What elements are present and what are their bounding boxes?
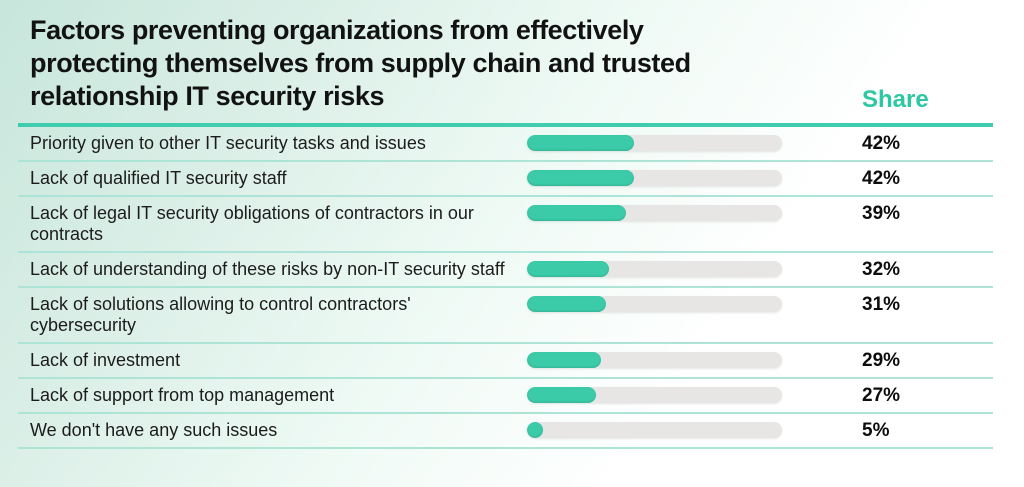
bar-track	[527, 170, 782, 186]
row-value: 32%	[862, 259, 901, 280]
bar-fill	[527, 296, 607, 312]
row-label: We don't have any such issues	[30, 420, 278, 440]
row-label: Lack of support from top management	[30, 385, 335, 405]
row-value: 42%	[862, 168, 901, 189]
bar-fill	[527, 261, 609, 277]
row-value: 5%	[862, 420, 890, 441]
table-row: Lack of understanding of these risks by …	[18, 253, 993, 288]
row-value: 31%	[862, 294, 901, 315]
bar-fill	[527, 135, 635, 151]
bar-track	[527, 352, 782, 368]
bar-cell	[527, 133, 862, 154]
row-label: Priority given to other IT security task…	[30, 133, 426, 153]
chart-header: Factors preventing organizations from ef…	[18, 0, 993, 127]
bar-cell	[527, 168, 862, 189]
bar-track	[527, 205, 782, 221]
row-label: Lack of qualified IT security staff	[30, 168, 287, 188]
bar-cell	[527, 294, 862, 336]
row-label: Lack of solutions allowing to control co…	[30, 294, 411, 335]
row-value: 39%	[862, 203, 901, 224]
bar-track	[527, 261, 782, 277]
share-column-header: Share	[862, 86, 929, 113]
row-label: Lack of legal IT security obligations of…	[30, 203, 474, 244]
table-row: We don't have any such issues 5%	[18, 414, 993, 449]
table-row: Lack of solutions allowing to control co…	[18, 288, 993, 344]
bar-track	[527, 387, 782, 403]
bar-cell	[527, 385, 862, 406]
chart-title: Factors preventing organizations from ef…	[30, 15, 691, 111]
bar-cell	[527, 203, 862, 245]
row-label: Lack of investment	[30, 350, 181, 370]
bar-cell	[527, 350, 862, 371]
bar-cell	[527, 420, 862, 441]
bar-fill	[527, 170, 635, 186]
bar-cell	[527, 259, 862, 280]
bar-fill	[527, 205, 627, 221]
table-row: Lack of investment 29%	[18, 344, 993, 379]
row-value: 42%	[862, 133, 901, 154]
bar-track	[527, 422, 782, 438]
chart-container: Factors preventing organizations from ef…	[18, 0, 993, 449]
bar-fill	[527, 352, 601, 368]
bar-fill	[527, 422, 543, 438]
table-row: Priority given to other IT security task…	[18, 127, 993, 162]
bar-track	[527, 296, 782, 312]
table-row: Lack of qualified IT security staff 42%	[18, 162, 993, 197]
table-row: Lack of support from top management 27%	[18, 379, 993, 414]
row-label: Lack of understanding of these risks by …	[30, 259, 505, 279]
bar-fill	[527, 387, 596, 403]
row-value: 29%	[862, 350, 901, 371]
bar-track	[527, 135, 782, 151]
row-value: 27%	[862, 385, 901, 406]
table-row: Lack of legal IT security obligations of…	[18, 197, 993, 253]
